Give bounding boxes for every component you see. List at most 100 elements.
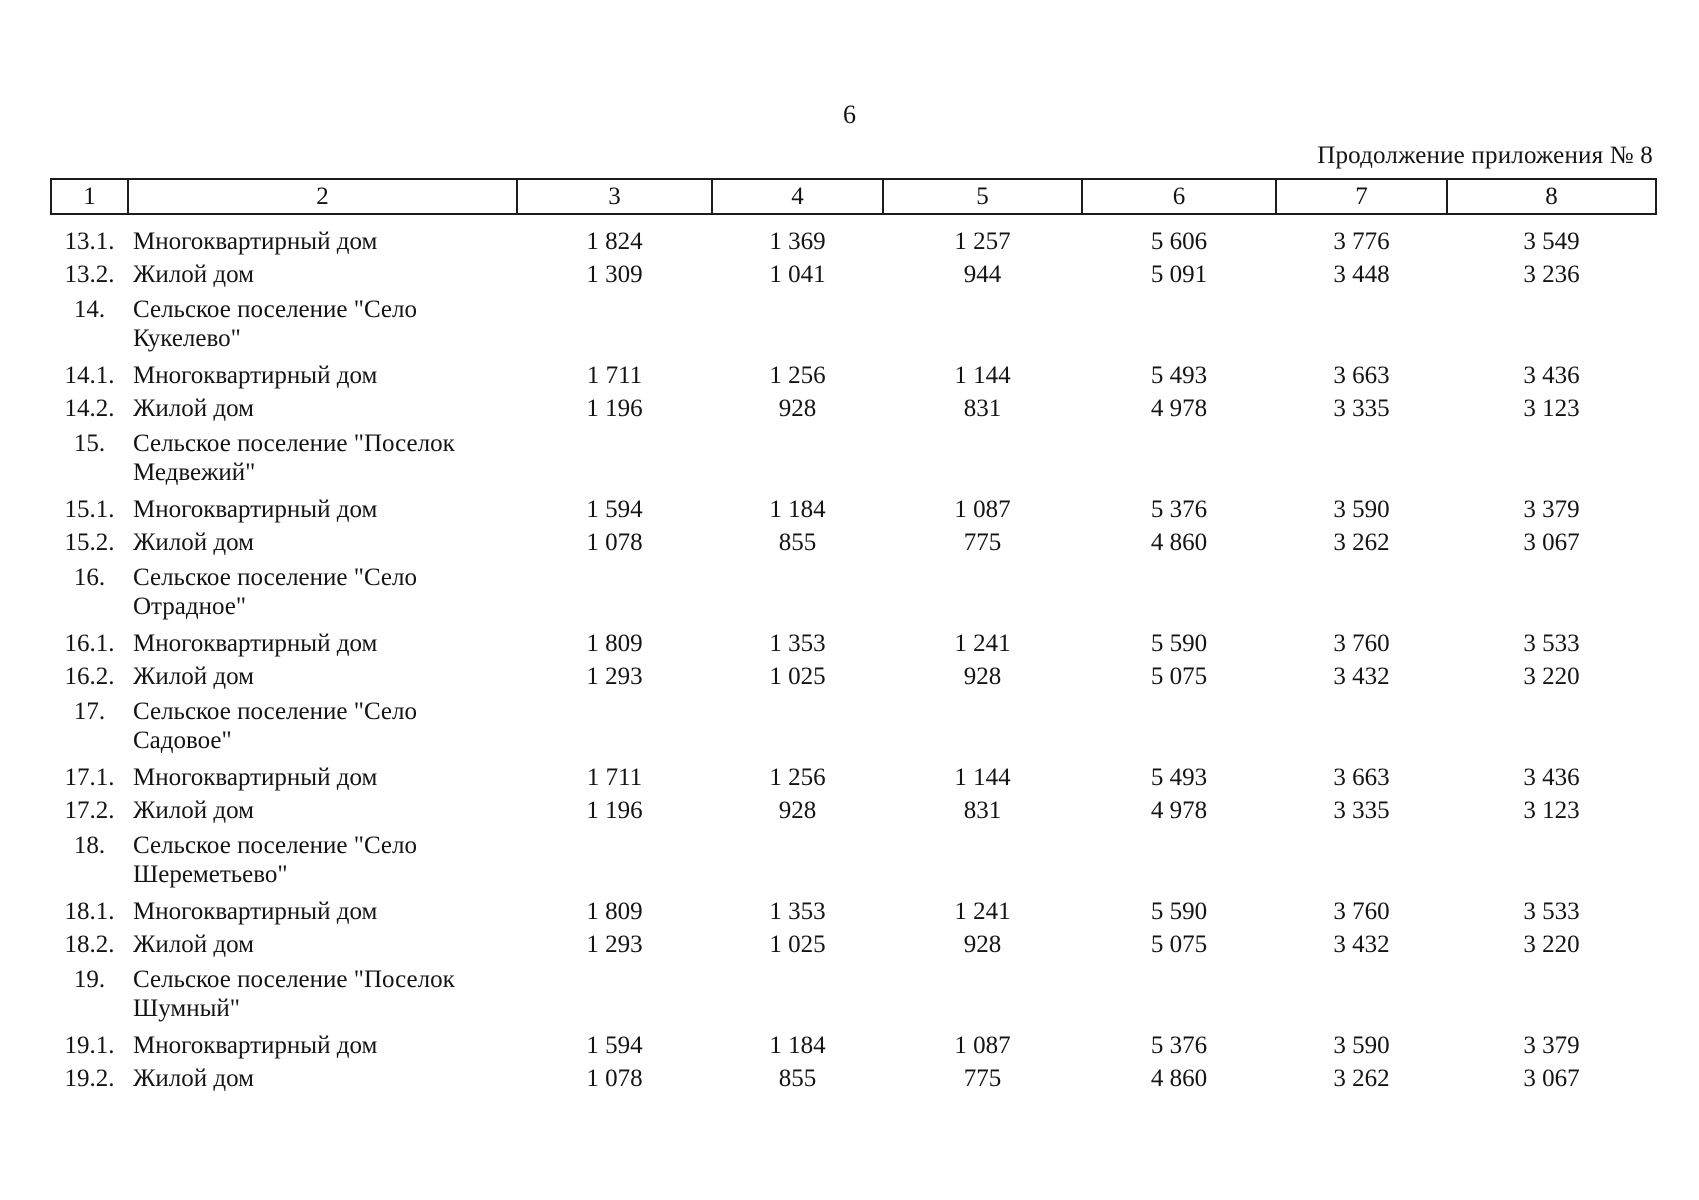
value-cell: 928 [778,395,817,422]
value-cell: 1 309 [586,261,643,288]
row-num-cell: 19.1. [64,1032,115,1059]
value-cell: 3 448 [1333,261,1390,288]
value-cell [1276,961,1447,1029]
header-cell: 2 [127,178,518,215]
value-cell [883,961,1082,1029]
value-cell: 3 590 [1333,496,1390,523]
value-cell: 3 379 [1523,1032,1580,1059]
value-cell: 1 594 [586,496,643,523]
value-cell: 1 184 [769,1032,826,1059]
row-num-cell: 15. [73,430,106,457]
value-cell [1082,693,1276,761]
value-cell: 3 432 [1333,663,1390,690]
value-cell: 3 549 [1523,228,1580,255]
value-cell: 3 760 [1333,630,1390,657]
value-cell: 5 590 [1150,630,1208,657]
value-cell: 1 824 [586,228,643,255]
row-num-cell: 19.2. [64,1065,115,1092]
value-cell [883,291,1082,359]
value-cell: 928 [778,797,817,824]
value-cell: 928 [963,931,1002,958]
table-row: 16.2. Жилой дом 1 293 1 025 928 5 075 3 432 3 2… [51,660,1656,693]
table-row: 17.2. Жилой дом 1 196 928 831 4 978 3 335 3 123 [51,794,1656,827]
header-cell: 3 [516,178,713,215]
row-name-cell: Многоквартирный дом [133,764,378,791]
value-cell [1447,291,1656,359]
value-cell: 3 123 [1523,395,1580,422]
value-cell [1082,425,1276,493]
value-cell: 1 241 [954,898,1011,925]
value-cell: 1 809 [586,630,643,657]
value-cell: 5 590 [1150,898,1208,925]
value-cell: 1 241 [954,630,1011,657]
table-row: 13.1. Многоквартирный дом 1 824 1 369 1 257 5… [51,214,1656,258]
value-cell: 1 257 [954,228,1011,255]
value-cell: 3 067 [1523,1065,1580,1092]
value-cell: 1 041 [769,261,826,288]
value-cell: 3 123 [1523,797,1580,824]
row-name-cell: Жилой дом [133,663,254,690]
value-cell: 831 [963,395,1002,422]
value-cell [517,291,712,359]
value-cell: 1 369 [769,228,826,255]
value-cell: 3 663 [1333,764,1390,791]
row-name-cell: Сельское поселение "Село Садовое" [133,698,418,754]
value-cell [712,827,883,895]
value-cell [517,693,712,761]
header-cell: 5 [882,178,1083,215]
table-row: 16. Сельское поселение "Село Отрадное" [51,559,1656,627]
value-cell [1082,961,1276,1029]
row-name-cell: Многоквартирный дом [133,1032,378,1059]
value-cell: 1 293 [586,663,643,690]
value-cell: 3 776 [1333,228,1390,255]
value-cell: 1 087 [954,496,1011,523]
value-cell: 4 978 [1150,395,1208,422]
table-header-row: 1 2 3 4 5 6 7 8 [50,178,1657,215]
data-table: 1 2 3 4 5 6 7 8 13.1. Многоквартирный дом… [50,178,1657,1095]
value-cell: 3 663 [1333,362,1390,389]
row-num-cell: 14. [73,296,106,323]
row-name-cell: Сельское поселение "Поселок Медвежий" [133,430,455,486]
value-cell: 3 220 [1523,663,1580,690]
row-name-cell: Жилой дом [133,529,254,556]
value-cell: 1 144 [954,764,1011,791]
value-cell: 1 256 [769,362,826,389]
value-cell: 1 078 [586,1065,643,1092]
value-cell: 3 067 [1523,529,1580,556]
value-cell [1276,827,1447,895]
header-cell: 8 [1446,178,1657,215]
value-cell [1276,291,1447,359]
row-num-cell: 17.1. [64,764,115,791]
row-num-cell: 18.1. [64,898,115,925]
table-body: 13.1. Многоквартирный дом 1 824 1 369 1 257 5… [51,214,1656,1095]
value-cell [883,827,1082,895]
row-name-cell: Сельское поселение "Поселок Шумный" [133,966,455,1022]
row-name-cell: Жилой дом [133,797,254,824]
value-cell: 3 432 [1333,931,1390,958]
table-row: 17. Сельское поселение "Село Садовое" [51,693,1656,761]
row-num-cell: 16.2. [64,663,115,690]
value-cell [712,425,883,493]
value-cell: 5 091 [1150,261,1208,288]
value-cell: 1 196 [586,395,643,422]
value-cell: 3 590 [1333,1032,1390,1059]
value-cell [1082,559,1276,627]
value-cell [1447,559,1656,627]
table-row: 15.2. Жилой дом 1 078 855 775 4 860 3 262 3 067 [51,526,1656,559]
appendix-caption: Продолжение приложения № 8 [1317,142,1653,169]
value-cell: 5 493 [1150,764,1208,791]
table-row: 18.1. Многоквартирный дом 1 809 1 353 1 241 5… [51,895,1656,928]
row-num-cell: 15.2. [64,529,115,556]
value-cell: 855 [778,1065,817,1092]
value-cell: 1 025 [769,663,826,690]
header-cell: 6 [1081,178,1277,215]
row-name-cell: Сельское поселение "Село Отрадное" [133,564,418,620]
row-num-cell: 17. [73,698,106,725]
row-num-cell: 15.1. [64,496,115,523]
value-cell: 3 335 [1333,395,1390,422]
value-cell: 3 533 [1523,630,1580,657]
value-cell [517,559,712,627]
value-cell: 1 711 [586,362,643,389]
row-num-cell: 19. [73,966,106,993]
